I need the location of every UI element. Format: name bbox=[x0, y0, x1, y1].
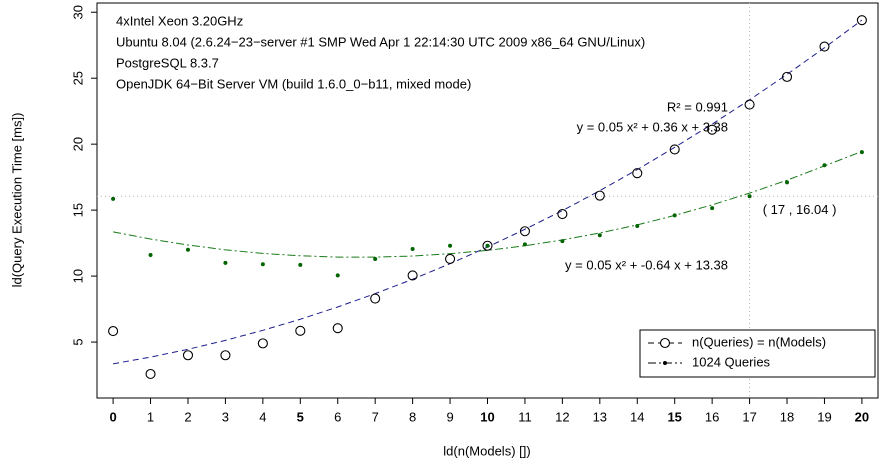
fit-label: y = 0.05 x² + 0.36 x + 3.38 bbox=[577, 119, 728, 134]
data-point bbox=[335, 273, 340, 278]
x-tick-label: 18 bbox=[780, 409, 794, 424]
data-point bbox=[407, 270, 418, 281]
y-tick-label: 30 bbox=[70, 5, 85, 19]
x-tick-label: 20 bbox=[855, 409, 869, 424]
data-point bbox=[781, 71, 793, 82]
x-tick-label: 1 bbox=[147, 409, 154, 424]
x-tick-label: 14 bbox=[630, 409, 644, 424]
legend-label: n(Queries) = n(Models) bbox=[692, 334, 826, 349]
data-point bbox=[482, 240, 493, 251]
data-point bbox=[557, 209, 568, 220]
data-point bbox=[822, 163, 827, 168]
data-point bbox=[560, 239, 565, 244]
data-point bbox=[220, 350, 231, 361]
data-point bbox=[597, 233, 602, 238]
data-point bbox=[744, 99, 755, 110]
x-tick-label: 11 bbox=[518, 409, 532, 424]
data-point bbox=[145, 368, 156, 380]
annotation: Ubuntu 8.04 (2.6.24−23−server #1 SMP Wed… bbox=[116, 34, 645, 49]
fit-label: R² = 0.991 bbox=[667, 99, 728, 114]
x-tick-label: 8 bbox=[409, 409, 416, 424]
x-tick-label: 15 bbox=[667, 409, 681, 424]
y-tick-label: 10 bbox=[70, 269, 85, 283]
legend-label: 1024 Queries bbox=[692, 354, 771, 369]
data-point bbox=[445, 253, 456, 264]
data-point bbox=[707, 124, 718, 135]
x-tick-label: 9 bbox=[446, 409, 453, 424]
data-point bbox=[594, 190, 605, 201]
x-tick-label: 13 bbox=[593, 409, 607, 424]
data-point bbox=[373, 256, 378, 261]
x-tick-label: 2 bbox=[184, 409, 191, 424]
data-point bbox=[148, 252, 153, 257]
legend-marker bbox=[663, 361, 667, 365]
data-point bbox=[635, 223, 640, 228]
y-tick-label: 25 bbox=[70, 71, 85, 85]
data-point bbox=[257, 338, 268, 349]
data-point bbox=[819, 41, 830, 52]
data-point bbox=[859, 150, 864, 155]
data-point bbox=[672, 213, 677, 218]
data-point bbox=[295, 325, 306, 336]
y-tick-label: 15 bbox=[70, 203, 85, 217]
data-point bbox=[332, 323, 343, 334]
x-tick-label: 5 bbox=[297, 409, 304, 424]
data-point bbox=[485, 243, 490, 248]
data-point bbox=[448, 243, 453, 248]
data-point bbox=[185, 247, 190, 252]
y-axis-label: ld(Query Execution Time [ms]) bbox=[9, 113, 24, 288]
data-point bbox=[747, 194, 752, 199]
fit-label: y = 0.05 x² + -0.64 x + 13.38 bbox=[565, 257, 728, 272]
x-tick-label: 16 bbox=[705, 409, 719, 424]
x-tick-label: 12 bbox=[555, 409, 569, 424]
data-point bbox=[298, 262, 303, 267]
x-tick-label: 4 bbox=[259, 409, 266, 424]
x-tick-label: 19 bbox=[817, 409, 831, 424]
y-tick-label: 20 bbox=[70, 137, 85, 151]
y-tick-label: 5 bbox=[70, 338, 85, 345]
x-tick-label: 17 bbox=[742, 409, 756, 424]
annotation: OpenJDK 64−Bit Server VM (build 1.6.0_0−… bbox=[116, 76, 471, 91]
data-point bbox=[410, 247, 415, 252]
data-point bbox=[111, 196, 116, 201]
annotation: PostgreSQL 8.3.7 bbox=[116, 55, 219, 70]
legend-marker bbox=[659, 337, 671, 349]
x-tick-label: 0 bbox=[109, 409, 116, 424]
data-point bbox=[710, 206, 715, 211]
x-tick-label: 10 bbox=[480, 409, 494, 424]
x-tick-label: 6 bbox=[334, 409, 341, 424]
data-point bbox=[856, 15, 867, 26]
data-point bbox=[182, 350, 194, 361]
data-point bbox=[519, 226, 530, 237]
x-axis-label: ld(n(Models) []) bbox=[443, 443, 530, 458]
annotation: 4xIntel Xeon 3.20GHz bbox=[116, 13, 243, 28]
x-tick-label: 7 bbox=[372, 409, 379, 424]
legend-box bbox=[639, 329, 876, 378]
data-point bbox=[223, 260, 228, 265]
data-point bbox=[785, 180, 790, 185]
data-point bbox=[632, 168, 643, 179]
data-point bbox=[370, 293, 381, 304]
crosshair-label: ( 17 , 16.04 ) bbox=[763, 202, 837, 217]
data-point bbox=[669, 144, 680, 155]
data-point bbox=[260, 262, 265, 267]
x-tick-label: 3 bbox=[222, 409, 229, 424]
data-point bbox=[522, 242, 527, 247]
data-point bbox=[108, 326, 119, 337]
